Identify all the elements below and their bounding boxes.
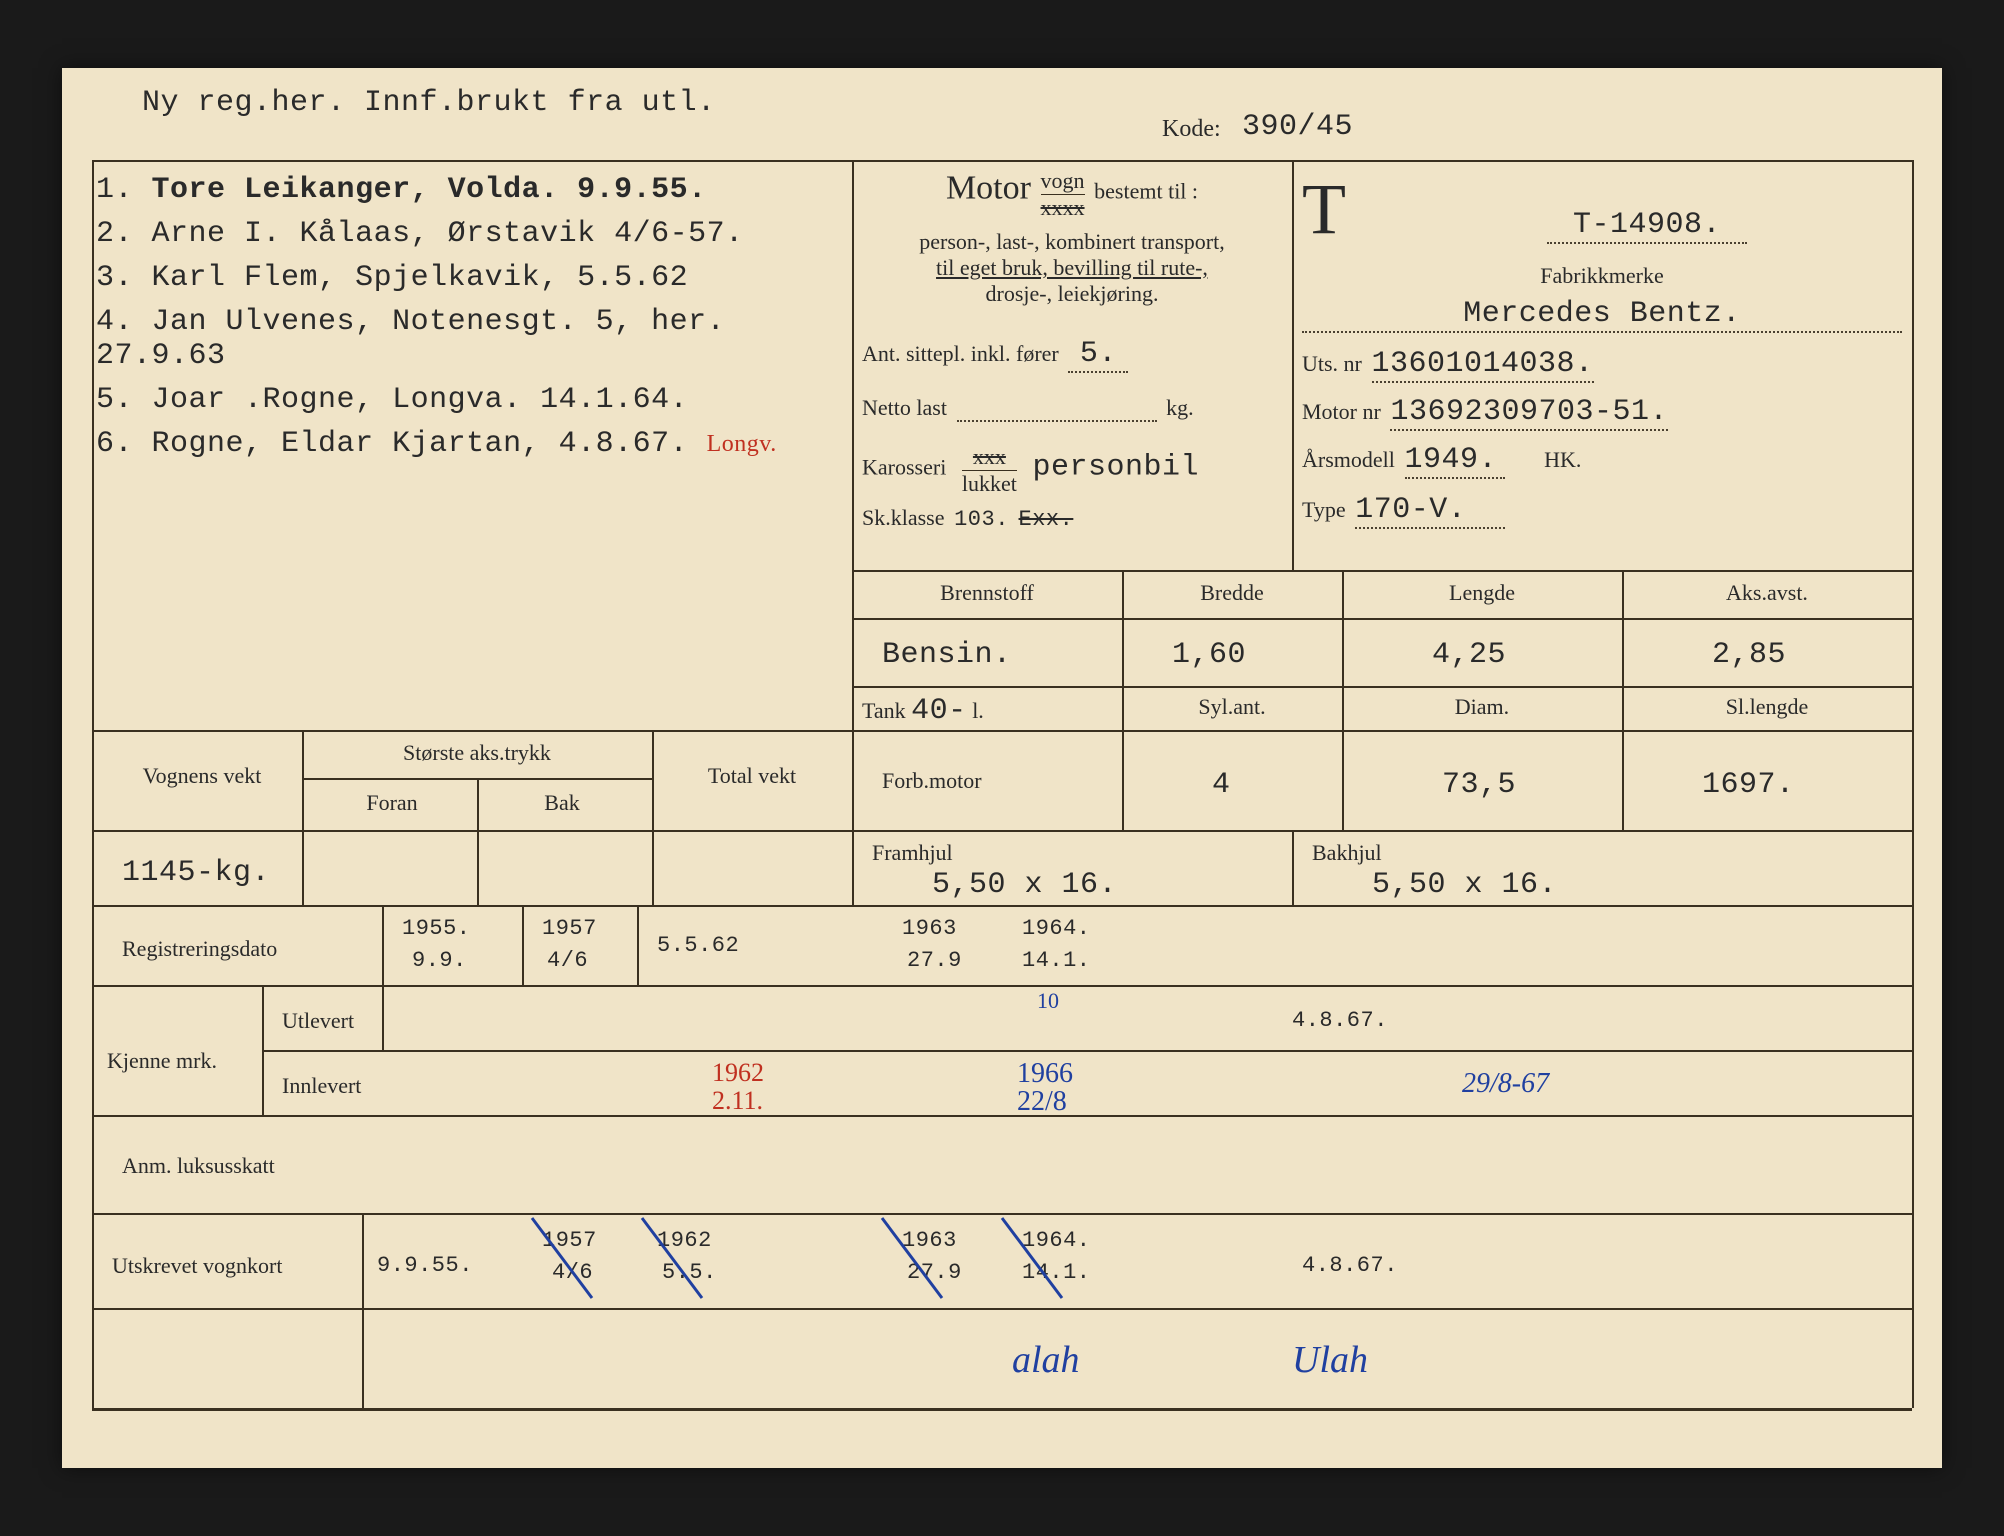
sllengde-value: 1697. xyxy=(1702,768,1795,802)
spec-v2 xyxy=(1342,570,1344,830)
vognens-label: Vognens vekt xyxy=(107,763,297,789)
kjenne-label: Kjenne mrk. xyxy=(107,1048,217,1074)
motor-title: Motor xyxy=(946,170,1031,207)
spec-v1-val: Bensin. xyxy=(882,638,1012,672)
spec-v4-val: 2,85 xyxy=(1712,638,1786,672)
kode-value: 390/45 xyxy=(1242,110,1353,144)
spec-h4: Aks.avst. xyxy=(1632,580,1902,606)
utskrevet-label: Utskrevet vognkort xyxy=(112,1253,282,1279)
diam-value: 73,5 xyxy=(1442,768,1516,802)
frame-bottom-line xyxy=(92,1408,1912,1411)
frame-left-line xyxy=(92,160,94,1408)
netto-label: Netto last xyxy=(862,395,947,420)
fabrik-value: Mercedes Bentz. xyxy=(1302,297,1902,333)
framhjul-value: 5,50 x 16. xyxy=(932,868,1117,902)
karosseri-value: personbil xyxy=(1033,451,1200,485)
vognens-value: 1145-kg. xyxy=(122,856,270,890)
motor-nr-value: 13692309703-51. xyxy=(1390,395,1668,431)
spec-top-line xyxy=(852,570,1912,572)
bakhjul-value: 5,50 x 16. xyxy=(1372,868,1557,902)
spec-v1 xyxy=(1122,570,1124,830)
sittepl-label: Ant. sittepl. inkl. fører xyxy=(862,341,1059,366)
signature-2: Ulah xyxy=(1292,1338,1368,1382)
owner-row: 5. Joar .Rogne, Longva. 14.1.64. xyxy=(96,383,846,417)
aarsmodell-value: 1949. xyxy=(1405,443,1505,479)
spec-v3 xyxy=(1622,570,1624,830)
divider-mid-vline xyxy=(1292,160,1294,570)
spec-h2: Bredde xyxy=(1132,580,1332,606)
karosseri-label: Karosseri xyxy=(862,455,946,480)
owner-row: 2. Arne I. Kålaas, Ørstavik 4/6-57. xyxy=(96,217,846,251)
syl-value: 4 xyxy=(1212,768,1231,802)
kode-label: Kode: xyxy=(1162,116,1221,143)
registration-card: Ny reg.her. Innf.brukt fra utl. Kode: 39… xyxy=(62,68,1942,1468)
uts-value: 13601014038. xyxy=(1372,347,1594,383)
owner-row: 4. Jan Ulvenes, Notenesgt. 5, her. 27.9.… xyxy=(96,305,846,373)
spec-h1: Brennstoff xyxy=(862,580,1112,606)
header-note: Ny reg.her. Innf.brukt fra utl. xyxy=(142,86,716,120)
pen-strikes xyxy=(482,1208,1182,1328)
spec-v3-val: 4,25 xyxy=(1432,638,1506,672)
big-t: T xyxy=(1302,168,1392,251)
skklasse-label: Sk.klasse xyxy=(862,505,945,530)
owner-row: 6. Rogne, Eldar Kjartan, 4.8.67. Longv. xyxy=(96,427,846,461)
fabrik-label: Fabrikkmerke xyxy=(1302,263,1902,289)
spec-h3: Lengde xyxy=(1352,580,1612,606)
owner-row: 3. Karl Flem, Spjelkavik, 5.5.62 xyxy=(96,261,846,295)
signature-1: alah xyxy=(1012,1338,1080,1382)
spec-v2-val: 1,60 xyxy=(1172,638,1246,672)
weight-top-line xyxy=(92,730,852,732)
frame-right-line xyxy=(1912,160,1914,1408)
type-value: 170-V. xyxy=(1355,493,1505,529)
sittepl-value: 5. xyxy=(1068,337,1128,373)
reg-number: T-14908. xyxy=(1547,208,1747,244)
owners-list: 1. Tore Leikanger, Volda. 9.9.55. 2. Arn… xyxy=(96,173,846,471)
frame-top-line xyxy=(92,160,1912,162)
reg-date-label: Registreringsdato xyxy=(122,936,277,962)
motor-box: Motor vogn xxxx bestemt til : person-, l… xyxy=(862,168,1282,532)
owner-row: 1. Tore Leikanger, Volda. 9.9.55. xyxy=(96,173,846,207)
anm-label: Anm. luksusskatt xyxy=(122,1153,275,1179)
registration-box: T T-14908. Fabrikkmerke Mercedes Bentz. … xyxy=(1302,168,1902,529)
